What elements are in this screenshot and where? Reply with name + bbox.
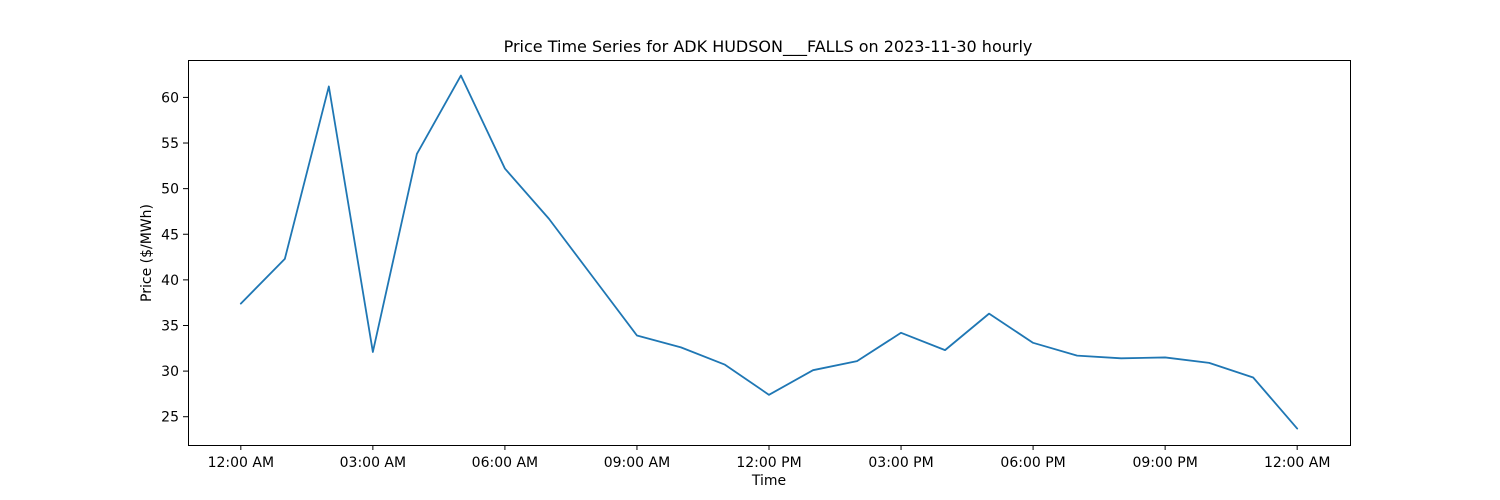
x-tick-label: 09:00 PM	[1132, 455, 1197, 471]
plot-area	[188, 60, 1351, 446]
x-axis-label: Time	[751, 473, 786, 489]
x-tick-label: 06:00 AM	[472, 455, 538, 471]
y-tick-label: 35	[161, 318, 179, 334]
y-tick-label: 60	[161, 90, 179, 106]
y-tick-label: 25	[161, 410, 179, 426]
x-tick-label: 12:00 AM	[208, 455, 274, 471]
y-tick-label: 30	[161, 364, 179, 380]
y-tick-label: 40	[161, 273, 179, 289]
price-series-line	[239, 74, 1299, 430]
y-tick-label: 50	[161, 182, 179, 198]
y-tick-label: 45	[161, 227, 179, 243]
chart-title: Price Time Series for ADK HUDSON___FALLS…	[504, 37, 1033, 57]
y-axis: 25 30 35 40 45 50 55 60	[161, 90, 188, 426]
x-tick-label: 12:00 PM	[736, 455, 801, 471]
x-tick-label: 09:00 AM	[604, 455, 670, 471]
plot-frame	[188, 60, 1351, 446]
x-tick-label: 12:00 AM	[1264, 455, 1330, 471]
x-tick-label: 06:00 PM	[1000, 455, 1065, 471]
x-tick-label: 03:00 AM	[340, 455, 406, 471]
y-axis-label: Price ($/MWh)	[139, 204, 155, 302]
y-tick-label: 55	[161, 136, 179, 152]
x-axis: 12:00 AM 03:00 AM 06:00 AM 09:00 AM 12:00 PM…	[208, 445, 1330, 471]
x-tick-label: 03:00 PM	[868, 455, 933, 471]
